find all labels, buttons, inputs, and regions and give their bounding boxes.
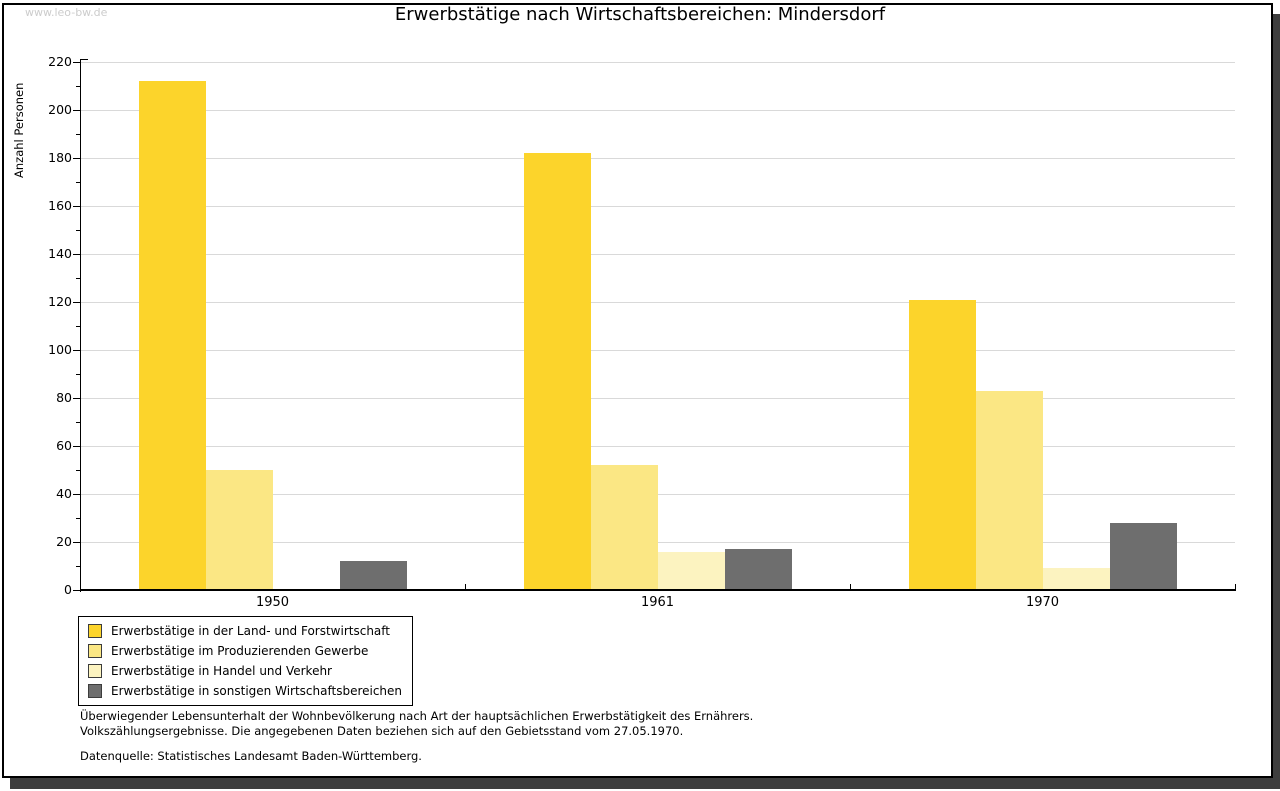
y-minor-tick (76, 278, 80, 279)
bar-1961-series-3 (657, 551, 725, 590)
bar-1961-series-4 (724, 549, 792, 590)
x-tick-label: 1961 (640, 595, 675, 610)
y-tick-label: 200 (48, 102, 72, 117)
legend-swatch (88, 624, 102, 638)
watermark: www.leo-bw.de (25, 6, 108, 19)
y-tick (73, 398, 80, 399)
y-minor-tick (76, 182, 80, 183)
x-tick-label: 1950 (255, 595, 290, 610)
y-minor-tick (76, 230, 80, 231)
y-tick (73, 302, 80, 303)
bar-1950-series-1 (138, 81, 206, 590)
bar-1961-series-2 (590, 465, 658, 590)
footnote-text: Überwiegender Lebensunterhalt der Wohnbe… (80, 709, 753, 738)
y-minor-tick (76, 374, 80, 375)
footnote-source: Datenquelle: Statistisches Landesamt Bad… (80, 749, 422, 763)
y-tick-label: 120 (48, 294, 72, 309)
legend-label: Erwerbstätige im Produzierenden Gewerbe (111, 644, 369, 658)
legend-row: Erwerbstätige in sonstigen Wirtschaftsbe… (88, 681, 402, 701)
footnote-line-2: Volkszählungsergebnisse. Die angegebenen… (80, 723, 684, 738)
bar-1961-series-1 (523, 153, 591, 590)
y-tick (73, 110, 80, 111)
x-tick-label: 1970 (1025, 595, 1060, 610)
y-axis-title: Anzahl Personen (12, 82, 26, 178)
y-tick (73, 62, 80, 63)
gridline (81, 494, 1235, 495)
gridline (81, 254, 1235, 255)
y-tick-label: 20 (56, 534, 72, 549)
x-axis-line (80, 589, 1236, 591)
x-boundary-tick (1235, 584, 1236, 591)
y-tick (73, 446, 80, 447)
gridline (81, 542, 1235, 543)
bar-1950-series-4 (339, 561, 407, 590)
x-boundary-tick (465, 584, 466, 591)
y-tick (73, 542, 80, 543)
legend-label: Erwerbstätige in sonstigen Wirtschaftsbe… (111, 684, 403, 698)
y-tick-label: 100 (48, 342, 72, 357)
y-minor-tick (76, 86, 80, 87)
y-tick-label: 160 (48, 198, 72, 213)
gridline (81, 302, 1235, 303)
y-minor-tick (76, 422, 80, 423)
y-minor-tick (76, 566, 80, 567)
y-tick (73, 590, 80, 591)
bar-1970-series-4 (1109, 522, 1177, 590)
legend-swatch (88, 684, 102, 698)
legend-row: Erwerbstätige in der Land- und Forstwirt… (88, 621, 402, 641)
footnote-line-1: Überwiegender Lebensunterhalt der Wohnbe… (80, 709, 754, 723)
x-boundary-tick (850, 584, 851, 591)
y-tick (73, 206, 80, 207)
y-tick-label: 0 (64, 582, 72, 597)
chart-title: Erwerbstätige nach Wirtschaftsbereichen:… (394, 4, 886, 25)
gridline (81, 62, 1235, 63)
legend-label: Erwerbstätige in der Land- und Forstwirt… (111, 624, 390, 638)
bar-1950-series-2 (205, 470, 273, 590)
gridline (81, 206, 1235, 207)
legend-rows: Erwerbstätige in der Land- und Forstwirt… (88, 621, 402, 701)
legend-swatch (88, 664, 102, 678)
bar-1970-series-2 (975, 390, 1043, 590)
bar-1970-series-1 (908, 299, 976, 590)
y-tick-label: 140 (48, 246, 72, 261)
legend-row: Erwerbstätige im Produzierenden Gewerbe (88, 641, 402, 661)
gridline (81, 398, 1235, 399)
legend-row: Erwerbstätige in Handel und Verkehr (88, 661, 402, 681)
bar-1970-series-3 (1042, 568, 1110, 590)
y-tick (73, 254, 80, 255)
y-minor-tick (76, 326, 80, 327)
legend-swatch (88, 644, 102, 658)
y-tick-label: 220 (48, 54, 72, 69)
y-minor-tick (76, 518, 80, 519)
legend: Erwerbstätige in der Land- und Forstwirt… (78, 616, 414, 706)
y-axis-line (80, 59, 81, 592)
gridline (81, 446, 1235, 447)
y-tick (73, 158, 80, 159)
y-axis-top-cap (80, 59, 88, 60)
y-tick-label: 60 (56, 438, 72, 453)
y-minor-tick (76, 134, 80, 135)
y-tick (73, 350, 80, 351)
gridline (81, 110, 1235, 111)
legend-label: Erwerbstätige in Handel und Verkehr (111, 664, 332, 678)
y-tick-label: 40 (56, 486, 72, 501)
gridline (81, 158, 1235, 159)
y-tick (73, 494, 80, 495)
gridline (81, 350, 1235, 351)
y-tick-label: 180 (48, 150, 72, 165)
y-minor-tick (76, 470, 80, 471)
y-tick-label: 80 (56, 390, 72, 405)
